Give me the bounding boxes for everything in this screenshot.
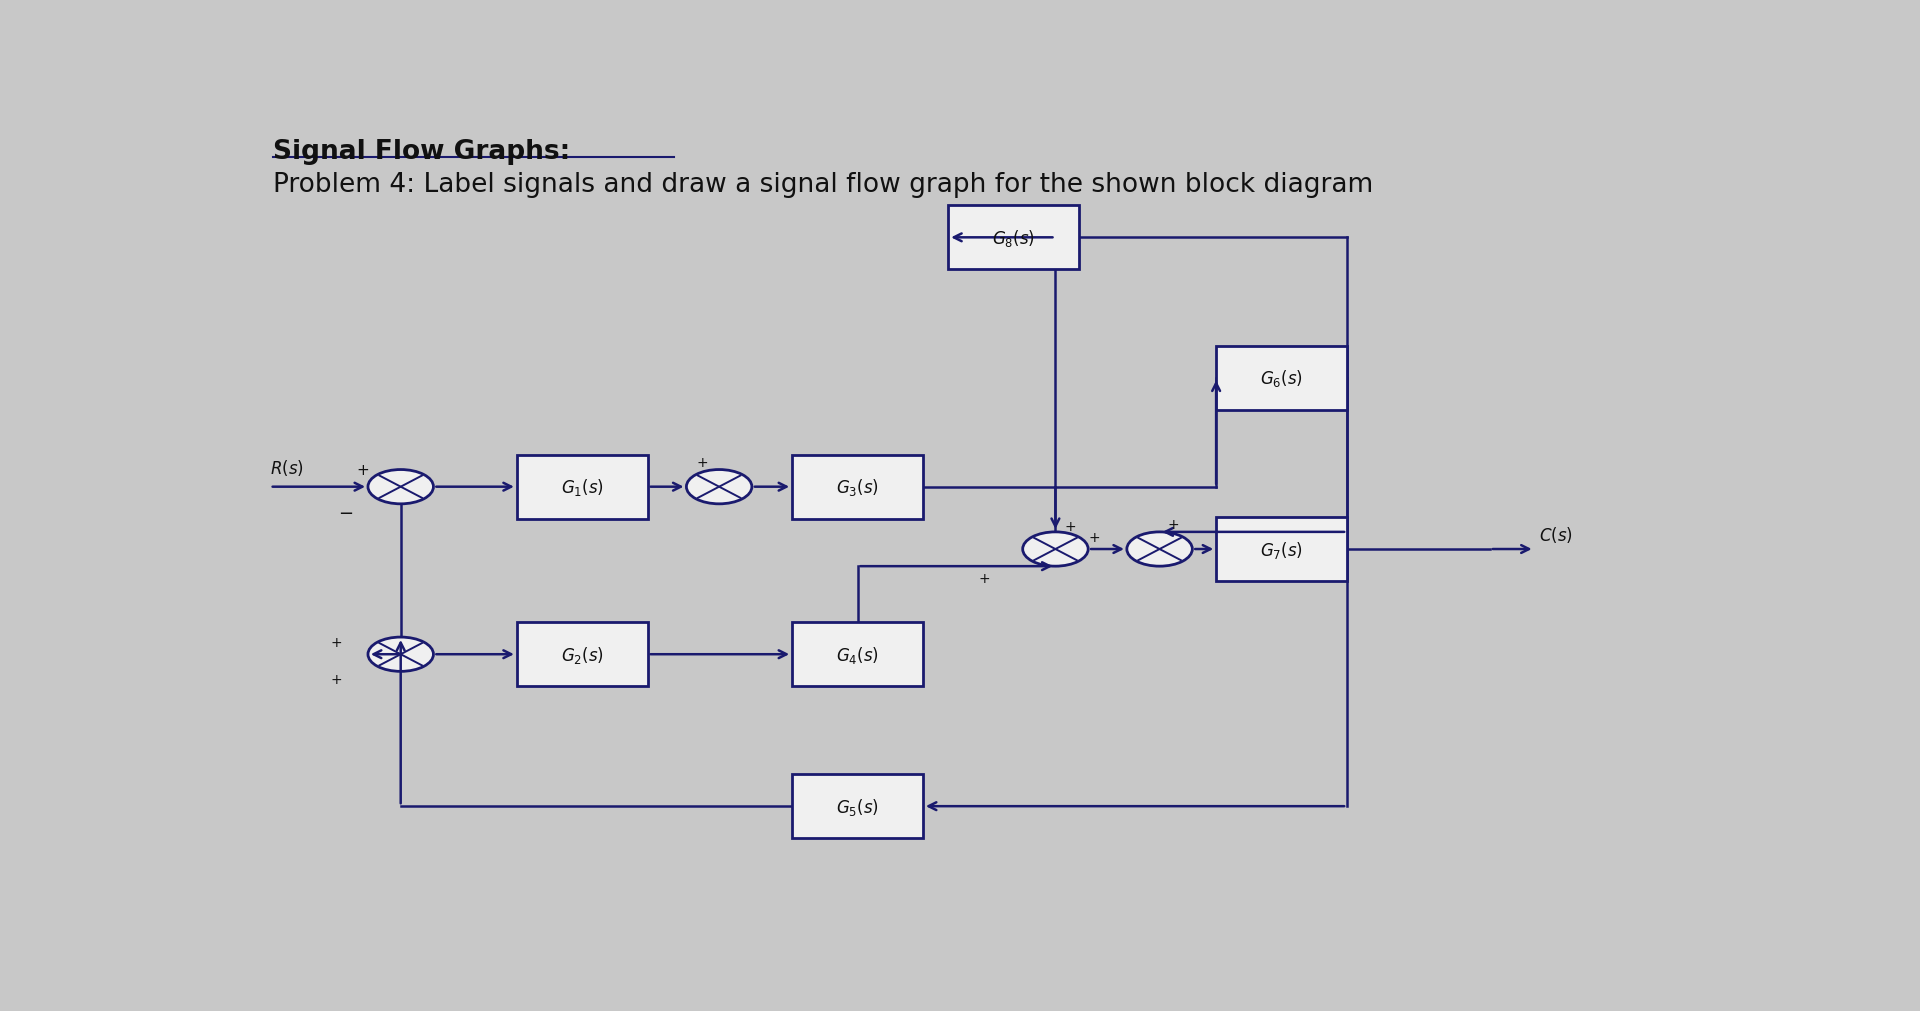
Text: $G_8(s)$: $G_8(s)$ (993, 227, 1035, 249)
Text: +: + (1089, 531, 1100, 545)
Text: +: + (355, 463, 369, 478)
Text: −: − (338, 504, 353, 523)
Text: +: + (1167, 518, 1179, 532)
Circle shape (369, 470, 434, 504)
Circle shape (369, 638, 434, 671)
Text: $G_7(s)$: $G_7(s)$ (1260, 539, 1304, 560)
Circle shape (687, 470, 753, 504)
Text: $G_3(s)$: $G_3(s)$ (835, 477, 879, 497)
Circle shape (1127, 533, 1192, 566)
FancyBboxPatch shape (516, 455, 647, 519)
Text: $R(s)$: $R(s)$ (269, 457, 303, 477)
Text: $G_5(s)$: $G_5(s)$ (835, 796, 879, 817)
FancyBboxPatch shape (793, 774, 924, 838)
FancyBboxPatch shape (793, 455, 924, 519)
Text: Problem 4: Label signals and draw a signal flow graph for the shown block diagra: Problem 4: Label signals and draw a sign… (273, 172, 1373, 198)
Text: Signal Flow Graphs:: Signal Flow Graphs: (273, 139, 570, 165)
Text: +: + (1064, 519, 1075, 533)
Circle shape (1023, 533, 1089, 566)
FancyBboxPatch shape (1215, 518, 1348, 581)
FancyBboxPatch shape (1215, 347, 1348, 410)
Text: +: + (697, 455, 708, 469)
Text: $G_1(s)$: $G_1(s)$ (561, 477, 603, 497)
Text: $C(s)$: $C(s)$ (1540, 524, 1572, 544)
Text: +: + (330, 672, 342, 686)
Text: $G_4(s)$: $G_4(s)$ (835, 644, 879, 665)
FancyBboxPatch shape (793, 623, 924, 686)
Text: $G_6(s)$: $G_6(s)$ (1260, 368, 1304, 388)
FancyBboxPatch shape (516, 623, 647, 686)
FancyBboxPatch shape (948, 206, 1079, 270)
Text: $G_2(s)$: $G_2(s)$ (561, 644, 603, 665)
Text: +: + (977, 571, 989, 585)
Text: +: + (330, 636, 342, 650)
